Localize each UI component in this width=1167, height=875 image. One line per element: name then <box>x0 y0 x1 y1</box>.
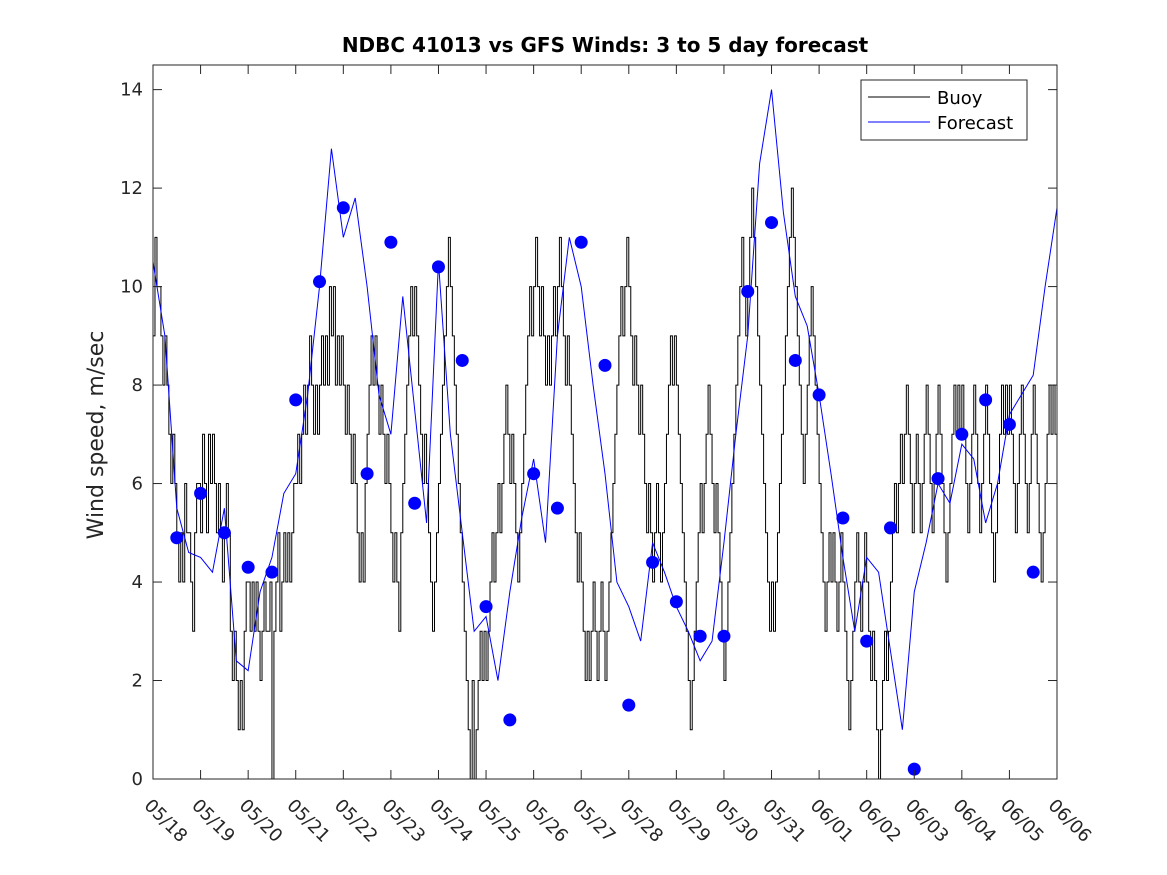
forecast-point <box>955 427 969 441</box>
x-tick-label: 05/23 <box>378 795 430 847</box>
legend-forecast-label: Forecast <box>937 113 1013 134</box>
y-axis-label: Wind speed, m/sec <box>84 331 109 540</box>
forecast-point <box>1002 417 1016 431</box>
forecast-point <box>788 353 802 367</box>
y-tick-label: 6 <box>132 474 143 495</box>
forecast-point <box>622 698 636 712</box>
x-tick-label: 05/30 <box>711 795 763 847</box>
x-tick-label: 05/19 <box>187 795 239 847</box>
forecast-point <box>241 560 255 574</box>
forecast-point <box>289 393 303 407</box>
forecast-point <box>574 235 588 249</box>
forecast-point <box>384 235 398 249</box>
forecast-point <box>527 467 541 481</box>
forecast-point <box>883 521 897 535</box>
forecast-point <box>170 531 184 545</box>
x-tick-label: 06/05 <box>996 795 1048 847</box>
forecast-line <box>153 89 1057 730</box>
x-tick-label: 06/03 <box>901 795 953 847</box>
forecast-point <box>408 496 422 510</box>
x-tick-label: 05/24 <box>425 795 477 847</box>
forecast-point <box>479 600 493 614</box>
forecast-point <box>503 713 517 727</box>
forecast-point <box>360 467 374 481</box>
forecast-point <box>1026 565 1040 579</box>
forecast-point <box>265 565 279 579</box>
forecast-markers <box>170 201 1040 776</box>
y-tick-label: 14 <box>120 80 143 101</box>
x-tick-label: 05/28 <box>615 795 667 847</box>
x-tick-label: 05/27 <box>568 795 620 847</box>
forecast-point <box>669 595 683 609</box>
forecast-series <box>153 89 1057 730</box>
legend: Buoy Forecast <box>860 79 1028 141</box>
x-tick-label: 06/06 <box>1044 795 1096 847</box>
x-tick-label: 05/31 <box>758 795 810 847</box>
y-tick-label: 4 <box>132 572 143 593</box>
legend-box <box>860 79 1028 141</box>
x-tick-label: 05/26 <box>520 795 572 847</box>
buoy-line <box>153 187 1057 779</box>
forecast-point <box>217 526 231 540</box>
x-tick-label: 05/29 <box>663 795 715 847</box>
x-tick-label: 06/01 <box>806 795 858 847</box>
forecast-point <box>431 260 445 274</box>
x-tick-label: 05/22 <box>330 795 382 847</box>
forecast-point <box>313 275 327 289</box>
y-tick-label: 2 <box>132 671 143 692</box>
y-tick-label: 10 <box>120 277 143 298</box>
forecast-point <box>646 555 660 569</box>
plot-area <box>153 89 1057 779</box>
buoy-series <box>153 187 1057 779</box>
y-tick-label: 8 <box>132 375 143 396</box>
legend-buoy-label: Buoy <box>937 88 983 109</box>
y-tick-label: 12 <box>120 178 143 199</box>
forecast-point <box>931 472 945 486</box>
forecast-point <box>194 486 208 500</box>
x-tick-label: 05/20 <box>235 795 287 847</box>
x-tick-label: 05/18 <box>140 795 192 847</box>
forecast-point <box>907 762 921 776</box>
x-tick-label: 06/04 <box>949 795 1001 847</box>
x-tick-label: 06/02 <box>853 795 905 847</box>
y-axis: 0 2 4 6 8 10 12 14 <box>120 80 1057 790</box>
forecast-point <box>860 634 874 648</box>
forecast-point <box>455 353 469 367</box>
forecast-point <box>550 501 564 515</box>
axes-box <box>152 64 1058 780</box>
forecast-point <box>693 629 707 643</box>
forecast-point <box>765 216 779 230</box>
forecast-point <box>812 388 826 402</box>
forecast-point <box>979 393 993 407</box>
forecast-point <box>717 629 731 643</box>
forecast-point <box>336 201 350 215</box>
chart-title: NDBC 41013 vs GFS Winds: 3 to 5 day fore… <box>342 33 869 57</box>
x-tick-label: 05/21 <box>282 795 334 847</box>
x-tick-label: 05/25 <box>473 795 525 847</box>
y-tick-label: 0 <box>132 769 143 790</box>
forecast-point <box>598 358 612 372</box>
forecast-point <box>836 511 850 525</box>
forecast-point <box>741 285 755 299</box>
